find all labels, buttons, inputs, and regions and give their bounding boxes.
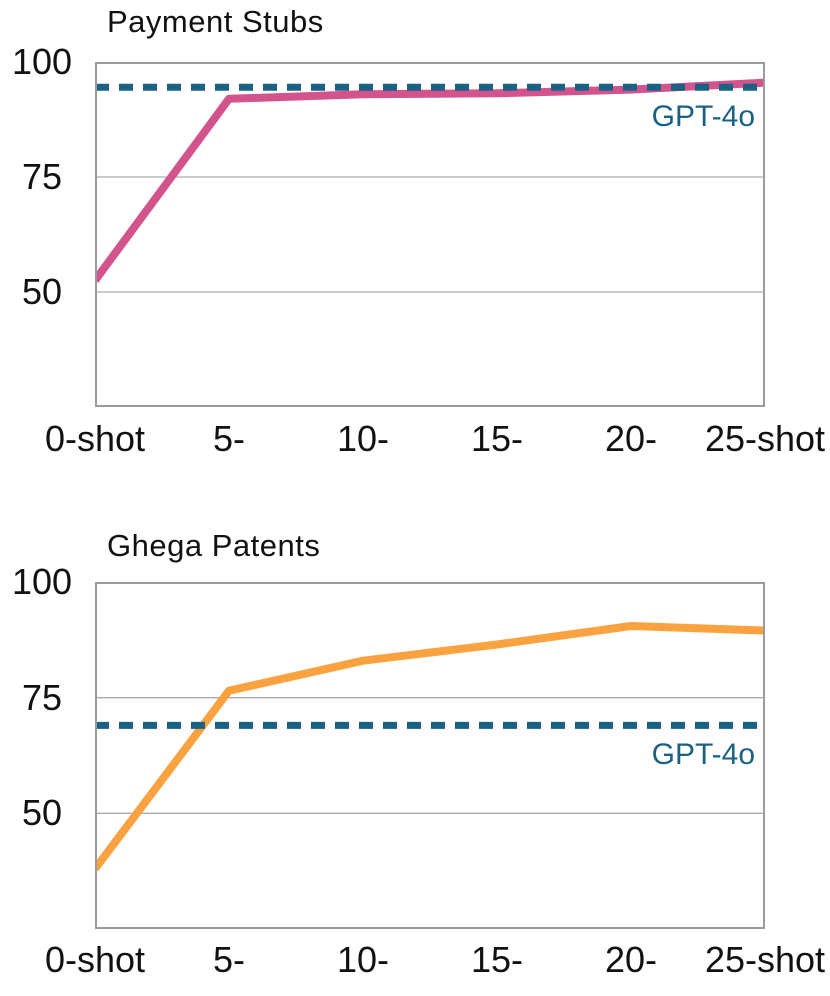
x-tick-label: 20- [604,418,658,459]
x-tick-label: 10- [336,939,390,980]
y-tick-label: 75 [21,677,63,718]
x-tick-label: 25-shot [704,418,826,459]
chart-title-payment-stubs: Payment Stubs [107,4,324,39]
x-tick-label: 15- [470,418,524,459]
plot-area-ghega-patents [95,582,765,929]
y-tick-label: 100 [11,561,73,602]
plot-area-payment-stubs [95,62,765,407]
x-tick-label: 20- [604,939,658,980]
baseline-label-gpt4o: GPT-4o [651,100,755,134]
plot-border [95,62,765,407]
x-tick-label: 5- [212,939,245,980]
x-tick-label: 15- [470,939,524,980]
y-tick-label: 50 [21,271,63,312]
baseline-label-gpt4o: GPT-4o [651,738,755,772]
x-tick-label: 0-shot [44,418,146,459]
y-tick-label: 100 [11,41,73,82]
x-tick-label: 10- [336,418,390,459]
series-line-fine-tuned-model [95,622,765,872]
x-tick-label: 25-shot [704,939,826,980]
chart-title-ghega-patents: Ghega Patents [107,528,321,563]
plot-border [95,582,765,929]
y-tick-label: 75 [21,156,63,197]
x-tick-label: 5- [212,418,245,459]
y-tick-label: 50 [21,792,63,833]
x-tick-label: 0-shot [44,939,146,980]
